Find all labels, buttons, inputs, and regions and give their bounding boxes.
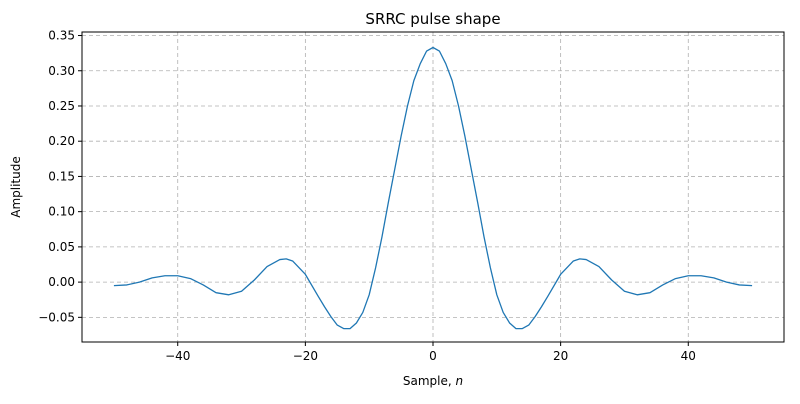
x-tick-label: −20 [293, 349, 318, 363]
plot-area [113, 46, 753, 330]
y-tick-label: −0.05 [38, 310, 75, 324]
y-tick-label: 0.30 [48, 64, 75, 78]
x-tick-label: 0 [429, 349, 437, 363]
x-axis-ticks: −40 −20 0 20 40 [165, 342, 696, 363]
chart-title: SRRC pulse shape [365, 10, 500, 28]
x-tick-label: 40 [681, 349, 696, 363]
x-axis-label-variable: n [456, 374, 464, 388]
y-axis-label: Amplitude [9, 156, 23, 218]
x-axis-label: Sample, n [403, 374, 463, 388]
y-tick-label: 0.25 [48, 99, 75, 113]
y-tick-label: 0.20 [48, 134, 75, 148]
y-tick-label: 0.15 [48, 169, 75, 183]
series-line [113, 46, 753, 330]
x-tick-label: −40 [165, 349, 190, 363]
grid-lines [82, 32, 784, 342]
y-tick-label: 0.10 [48, 205, 75, 219]
x-tick-label: 20 [553, 349, 568, 363]
y-tick-label: 0.00 [48, 275, 75, 289]
x-axis-label-text: Sample, [403, 374, 456, 388]
y-tick-label: 0.05 [48, 240, 75, 254]
y-axis-ticks: −0.05 0.00 0.05 0.10 0.15 0.20 0.25 0.30 0.35 [38, 29, 82, 324]
y-tick-label: 0.35 [48, 29, 75, 43]
